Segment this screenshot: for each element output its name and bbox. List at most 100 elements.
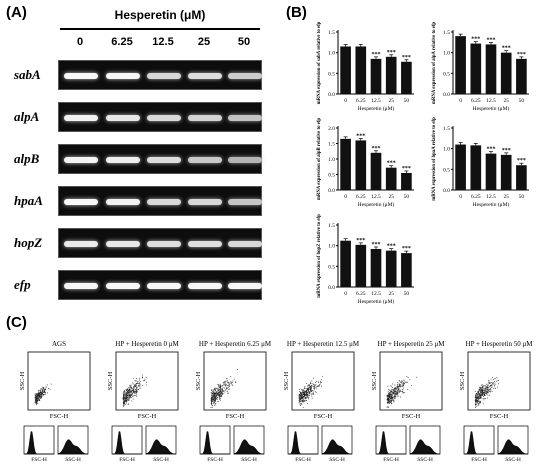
gel-band — [64, 241, 98, 247]
scatter-point — [305, 399, 307, 401]
scatter-point — [301, 397, 303, 399]
scatter-point — [308, 388, 310, 390]
scatter-point — [488, 392, 489, 394]
scatter-point — [390, 397, 392, 398]
scatter-point — [212, 389, 214, 391]
scatter-point — [484, 398, 486, 399]
scatter-point — [315, 388, 317, 390]
scatter-point — [210, 406, 212, 408]
scatter-point — [217, 393, 219, 395]
scatter-point — [493, 381, 495, 382]
scatter-point — [306, 394, 308, 396]
scatter-point — [215, 391, 217, 393]
scatter-point — [223, 390, 225, 392]
gel-lane-row — [58, 228, 262, 258]
bar — [516, 165, 527, 190]
scatter-point — [124, 400, 126, 402]
scatter-point — [478, 394, 480, 396]
scatter-point — [416, 376, 418, 378]
scatter-point — [490, 389, 492, 391]
scatter-point — [217, 392, 219, 394]
scatter-point — [125, 398, 127, 399]
scatter-point — [494, 388, 496, 389]
scatter-point — [487, 392, 488, 393]
histogram — [233, 439, 265, 455]
scatter-point — [214, 400, 216, 401]
scatter-point — [303, 392, 305, 393]
scatter-point — [389, 393, 391, 395]
scatter-point — [138, 382, 140, 384]
scatter-point — [479, 394, 480, 395]
scatter-point — [307, 393, 309, 395]
scatter-point — [487, 389, 489, 390]
scatter-point — [134, 392, 135, 394]
scatter-point — [130, 386, 132, 388]
flow-plot-title: HP + Hesperetin 50 μM — [465, 340, 533, 348]
scatter-point — [319, 384, 321, 386]
scatter-point — [476, 400, 478, 402]
scatter-point — [320, 379, 322, 381]
scatter-point — [300, 392, 302, 394]
scatter-point — [394, 384, 396, 386]
scatter-point — [386, 399, 388, 401]
scatter-point — [302, 394, 304, 396]
scatter-point — [309, 387, 311, 388]
scatter-point — [393, 391, 395, 393]
scatter-point — [124, 394, 125, 396]
scatter-point — [310, 385, 312, 387]
scatter-point — [482, 388, 483, 390]
scatter-point — [215, 400, 216, 401]
category-label: 0 — [344, 194, 347, 200]
scatter-point — [487, 387, 489, 389]
scatter-point — [391, 389, 393, 391]
scatter-frame — [115, 351, 179, 411]
scatter-point — [36, 399, 38, 401]
scatter-point — [491, 381, 493, 383]
scatter-point — [39, 396, 41, 398]
scatter-point — [124, 397, 126, 399]
scatter-point — [387, 395, 389, 397]
scatter-point — [213, 392, 215, 394]
scatter-point — [125, 397, 127, 399]
scatter-point — [390, 390, 392, 392]
scatter-point — [494, 378, 496, 379]
scatter-point — [486, 393, 487, 395]
scatter-point — [139, 388, 141, 389]
scatter-point — [389, 393, 391, 395]
scatter-point — [405, 381, 407, 383]
y-tick-label: 0.0 — [328, 92, 335, 98]
scatter-point — [138, 385, 140, 387]
scatter-point — [306, 391, 308, 393]
scatter-point — [215, 400, 217, 402]
x-axis-label: Hesperetin (μM) — [473, 201, 510, 208]
scatter-point — [137, 388, 139, 390]
scatter-point — [476, 396, 478, 398]
scatter-point — [391, 397, 393, 399]
scatter-point — [218, 390, 220, 392]
scatter-point — [483, 396, 485, 397]
scatter-point — [133, 387, 135, 389]
scatter-point — [133, 389, 134, 391]
scatter-point — [475, 399, 477, 401]
scatter-point — [135, 383, 137, 385]
panel-label-a: (A) — [6, 4, 27, 21]
scatter-point — [132, 392, 134, 394]
histogram-label: SSC-H — [505, 457, 521, 463]
scatter-point — [127, 391, 129, 393]
scatter-point — [475, 397, 476, 399]
scatter-point — [299, 401, 301, 402]
gel-band — [106, 241, 140, 247]
scatter-point — [134, 386, 136, 388]
scatter-point — [126, 396, 128, 398]
scatter-point — [127, 389, 128, 390]
scatter-point — [389, 393, 391, 395]
scatter-point — [391, 398, 392, 399]
scatter-point — [485, 387, 487, 389]
scatter-point — [487, 386, 488, 388]
scatter-point — [135, 392, 137, 394]
gel-band — [228, 115, 262, 121]
scatter-point — [44, 388, 46, 390]
scatter-point — [496, 386, 498, 388]
scatter-point — [397, 386, 398, 388]
scatter-point — [387, 400, 388, 402]
